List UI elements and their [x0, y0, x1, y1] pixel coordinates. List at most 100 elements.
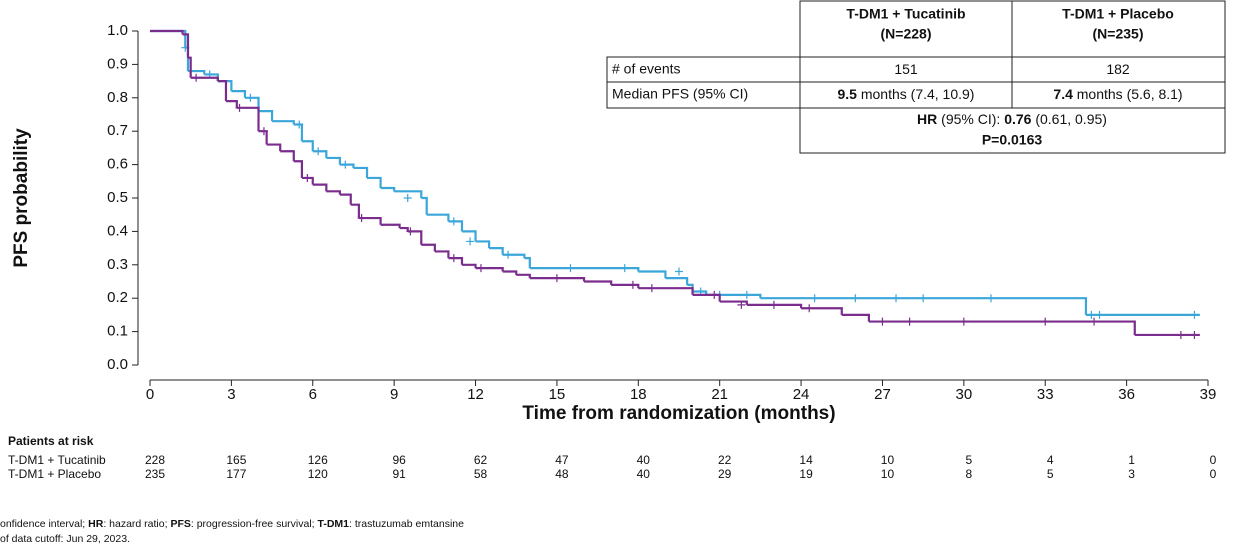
censor-mark	[259, 127, 268, 136]
km-step	[350, 203, 360, 219]
censor-mark	[314, 147, 323, 156]
km-step	[706, 293, 762, 299]
risk-count: 165	[226, 453, 246, 467]
footnote-line-part: : hazard ratio;	[103, 518, 170, 530]
km-step	[399, 226, 409, 232]
km-step	[312, 183, 328, 192]
km-step	[489, 247, 504, 255]
km-step	[529, 277, 586, 282]
km-step	[217, 80, 228, 102]
km-step	[217, 80, 233, 92]
censor-mark	[851, 294, 860, 303]
risk-count: 1	[1128, 453, 1135, 467]
p-value: P=0.0163	[982, 132, 1043, 148]
hazard-ratio-part: (95% CI):	[937, 111, 1004, 127]
censor-mark	[810, 294, 819, 303]
x-tick-label: 33	[1037, 386, 1054, 403]
risk-count: 91	[392, 467, 406, 481]
km-step	[258, 130, 268, 145]
censor-mark	[566, 264, 575, 273]
censor-mark	[1176, 330, 1185, 339]
table-cell: 182	[1106, 61, 1130, 77]
km-step	[293, 123, 304, 142]
km-step	[611, 283, 640, 289]
km-step	[293, 160, 304, 178]
risk-count: 120	[308, 467, 328, 481]
x-tick-label: 3	[227, 386, 235, 403]
table-cell-part: 7.4	[1053, 86, 1073, 102]
footnote-line-part: onfidence interval;	[0, 518, 88, 530]
table-row-label: # of events	[612, 61, 681, 77]
risk-count: 58	[474, 467, 488, 481]
km-step	[524, 257, 531, 269]
km-step	[421, 243, 436, 252]
risk-count: 19	[799, 467, 813, 481]
km-step	[244, 96, 260, 112]
x-tick-label: 24	[793, 386, 810, 403]
km-step	[187, 69, 206, 75]
censor-mark	[449, 254, 458, 263]
km-step	[434, 250, 450, 259]
y-tick-label: 1.0	[107, 22, 128, 39]
censor-mark	[892, 294, 901, 303]
summary-table	[606, 0, 1226, 154]
risk-count: 4	[1047, 453, 1054, 467]
table-cell-part: 151	[894, 61, 918, 77]
table-header: T-DM1 + Tucatinib	[846, 6, 965, 22]
km-step	[353, 166, 369, 178]
censor-mark	[246, 93, 255, 102]
footnote-line: onfidence interval; HR: hazard ratio; PF…	[0, 518, 464, 530]
censor-mark	[403, 194, 412, 202]
hazard-ratio-part: HR	[917, 111, 937, 127]
risk-count: 3	[1128, 467, 1135, 481]
km-step	[502, 270, 518, 275]
risk-count: 10	[881, 453, 895, 467]
km-step	[448, 257, 464, 265]
km-step	[760, 297, 1088, 315]
censor-mark	[620, 264, 629, 273]
km-step	[448, 220, 464, 232]
km-step	[665, 277, 689, 285]
km-step	[258, 110, 274, 122]
km-step	[231, 90, 247, 98]
censor-mark	[552, 274, 561, 283]
censor-mark	[905, 317, 914, 326]
km-step	[326, 156, 341, 165]
hazard-ratio-part: (0.61, 0.95)	[1031, 111, 1107, 127]
table-cell-part: months (5.6, 8.1)	[1073, 86, 1183, 102]
risk-table-title: Patients at risk	[8, 434, 94, 448]
km-step	[326, 190, 341, 195]
y-tick-label: 0.0	[107, 356, 128, 373]
km-step	[187, 56, 192, 78]
km-step	[841, 313, 870, 322]
censor-mark	[959, 317, 968, 326]
risk-count: 47	[555, 453, 569, 467]
y-tick-label: 0.8	[107, 89, 128, 106]
risk-count: 126	[308, 453, 328, 467]
risk-count: 48	[555, 467, 569, 481]
km-step	[719, 300, 748, 305]
y-axis-label: PFS probability	[11, 128, 32, 268]
hazard-ratio: HR (95% CI): 0.76 (0.61, 0.95)	[917, 111, 1107, 127]
km-step	[407, 230, 423, 245]
risk-count: 14	[799, 453, 813, 467]
table-header: T-DM1 + Placebo	[1062, 6, 1174, 22]
censor-mark	[235, 103, 244, 112]
km-step	[312, 150, 328, 158]
km-step	[236, 106, 260, 132]
km-step	[426, 213, 450, 222]
km-step	[529, 267, 640, 272]
km-step	[516, 273, 531, 279]
y-tick-label: 0.4	[107, 222, 128, 239]
table-header: (N=235)	[1093, 26, 1144, 42]
table-header: (N=228)	[881, 26, 932, 42]
km-step	[638, 270, 667, 279]
table-row-label: Median PFS (95% CI)	[612, 86, 748, 102]
risk-count: 177	[226, 467, 246, 481]
km-step	[638, 287, 694, 295]
km-step	[225, 100, 238, 108]
x-tick-label: 30	[956, 386, 973, 403]
y-tick-label: 0.9	[107, 55, 128, 72]
censor-mark	[1087, 310, 1096, 319]
risk-count: 10	[881, 467, 895, 481]
